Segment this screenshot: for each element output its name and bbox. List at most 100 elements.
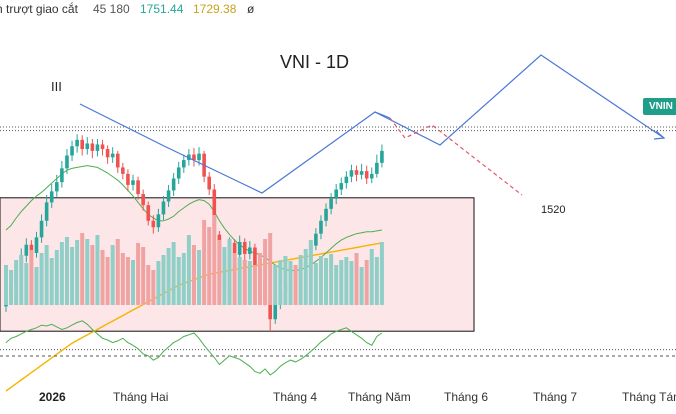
- volume-bar-56: [288, 261, 293, 305]
- volume-bar-62: [318, 256, 323, 305]
- volume-bar-47: [242, 260, 247, 305]
- candle-body-27: [141, 194, 145, 206]
- candle-body-53: [273, 303, 278, 320]
- candle-body-12: [65, 155, 69, 169]
- candle-body-49: [253, 247, 257, 266]
- candle-body-66: [339, 183, 344, 190]
- candle-body-22: [115, 153, 120, 168]
- candle-body-62: [319, 220, 323, 234]
- volume-bar-40: [207, 227, 212, 305]
- candle-body-17: [90, 143, 95, 151]
- volume-bar-32: [166, 248, 171, 305]
- volume-bar-42: [217, 240, 222, 305]
- candle-body-63: [324, 208, 328, 221]
- volume-bar-38: [197, 250, 202, 305]
- candle-body-5: [29, 244, 34, 253]
- candle-body-31: [161, 201, 166, 215]
- volume-bar-10: [54, 250, 59, 305]
- volume-bar-1: [9, 270, 14, 305]
- candle-body-28: [146, 205, 151, 221]
- x-label-2026: 2026: [39, 390, 66, 404]
- candle-body-6: [34, 237, 39, 253]
- wave-label: III: [51, 79, 62, 94]
- volume-bar-8: [44, 245, 49, 305]
- volume-bar-74: [379, 242, 384, 305]
- volume-bar-49: [252, 265, 257, 305]
- volume-bar-73: [374, 257, 379, 305]
- candle-body-21: [110, 153, 115, 158]
- volume-bar-12: [64, 237, 69, 305]
- volume-bar-35: [181, 253, 186, 305]
- volume-bar-53: [273, 265, 278, 305]
- volume-bar-52: [268, 233, 273, 305]
- volume-bar-22: [115, 239, 120, 305]
- ma-long-readout: 1729.38: [193, 2, 237, 16]
- candle-body-41: [212, 189, 217, 235]
- candle-body-25: [131, 180, 135, 185]
- candle-body-68: [349, 170, 354, 177]
- price-level-label: 1520: [541, 204, 566, 216]
- volume-bar-6: [34, 267, 39, 305]
- x-label-thang-tam: Tháng Tám: [622, 390, 676, 404]
- volume-bar-26: [136, 243, 141, 305]
- candle-body-65: [334, 189, 338, 199]
- volume-bar-13: [70, 247, 75, 305]
- volume-bar-7: [39, 253, 44, 305]
- volume-bar-30: [156, 261, 161, 305]
- candle-body-32: [166, 190, 171, 202]
- projection-arrowhead: [653, 130, 666, 140]
- volume-bar-9: [49, 258, 54, 305]
- x-label-thang-nam: Tháng Năm: [348, 390, 411, 404]
- candle-body-48: [248, 247, 252, 254]
- volume-bar-50: [258, 253, 262, 305]
- projection-start-segment: [374, 111, 391, 119]
- candle-body-38: [197, 153, 201, 161]
- volume-bar-39: [202, 220, 207, 305]
- volume-bar-15: [80, 233, 85, 305]
- candle-body-47: [242, 241, 247, 254]
- candle-body-35: [182, 160, 186, 168]
- candle-body-4: [24, 244, 29, 256]
- volume-bar-61: [313, 263, 318, 305]
- candle-body-18: [95, 144, 100, 151]
- volume-bar-63: [324, 258, 329, 305]
- candle-body-10: [55, 182, 59, 192]
- candle-body-24: [126, 173, 130, 185]
- indicator-label: h trượt giao cắt: [0, 2, 78, 16]
- volume-bar-69: [354, 253, 359, 305]
- symbol-price-badge[interactable]: VNIN: [643, 98, 676, 115]
- volume-bar-17: [90, 245, 95, 305]
- volume-bar-51: [263, 239, 268, 305]
- candle-body-72: [369, 173, 374, 179]
- candle-body-52: [268, 299, 272, 320]
- candle-body-16: [85, 143, 90, 150]
- candle-body-74: [380, 150, 384, 163]
- volume-bar-37: [191, 245, 196, 305]
- volume-bar-58: [298, 255, 303, 305]
- candle-body-23: [121, 167, 125, 174]
- volume-bar-46: [237, 257, 242, 305]
- volume-bar-3: [19, 255, 24, 305]
- candle-body-71: [364, 171, 369, 179]
- candle-body-64: [329, 198, 333, 209]
- candle-body-30: [156, 214, 161, 228]
- volume-bar-43: [222, 247, 227, 305]
- candle-body-26: [136, 180, 140, 195]
- volume-bar-2: [14, 260, 19, 305]
- volume-bar-57: [293, 265, 298, 305]
- candle-body-37: [192, 154, 196, 161]
- candle-body-11: [60, 168, 64, 183]
- volume-bar-54: [278, 260, 283, 305]
- volume-bar-16: [85, 239, 90, 305]
- candle-body-70: [359, 171, 364, 175]
- volume-bar-24: [125, 257, 130, 305]
- candle-body-20: [105, 149, 110, 158]
- volume-bar-67: [344, 257, 349, 305]
- volume-readout: 45 180: [93, 2, 130, 16]
- candle-body-40: [207, 176, 211, 190]
- volume-bar-45: [232, 253, 237, 305]
- candle-body-13: [70, 146, 74, 156]
- oscillator-line: [5, 320, 383, 376]
- candle-body-9: [49, 191, 54, 203]
